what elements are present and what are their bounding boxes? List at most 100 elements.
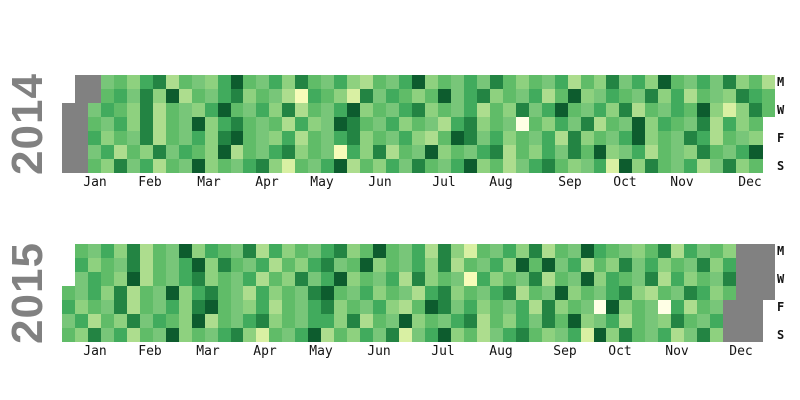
day-cell — [671, 131, 685, 145]
month-label-mar: Mar — [197, 175, 221, 190]
day-cell — [567, 131, 582, 145]
day-cell — [489, 117, 504, 131]
day-cell — [528, 89, 543, 103]
day-cell — [645, 103, 659, 117]
day-cell — [360, 244, 374, 258]
month-label-jul: Jul — [431, 344, 455, 359]
day-cell — [74, 258, 89, 272]
day-cell — [502, 244, 517, 258]
day-cell — [632, 300, 646, 314]
day-cell — [165, 314, 180, 328]
day-cell — [204, 300, 219, 314]
day-cell — [658, 145, 672, 159]
day-cell — [126, 244, 141, 258]
day-cell — [126, 286, 141, 300]
filler-cell — [749, 328, 763, 342]
day-cell — [360, 328, 374, 342]
day-cell — [256, 244, 270, 258]
day-cell — [256, 103, 270, 117]
day-cell — [347, 314, 361, 328]
day-cell — [580, 159, 594, 173]
day-cell — [373, 258, 387, 272]
day-cell — [386, 103, 400, 117]
day-cell — [424, 300, 439, 314]
month-label-feb: Feb — [138, 344, 162, 359]
day-cell — [463, 145, 478, 159]
day-cell — [74, 300, 89, 314]
weekday-label-w: W — [777, 272, 785, 286]
day-cell — [723, 103, 737, 117]
day-cell — [502, 117, 517, 131]
day-cell — [658, 258, 672, 272]
day-cell — [295, 300, 309, 314]
day-cell — [463, 258, 478, 272]
day-cell — [658, 314, 672, 328]
day-cell — [593, 117, 607, 131]
day-cell — [541, 75, 556, 89]
month-label-apr: Apr — [255, 175, 279, 190]
day-cell — [217, 131, 232, 145]
day-cell — [191, 75, 206, 89]
month-label-jan: Jan — [83, 175, 107, 190]
day-cell — [684, 286, 698, 300]
day-cell — [321, 300, 335, 314]
day-cell — [113, 328, 128, 342]
day-cell — [450, 89, 465, 103]
day-cell — [476, 159, 491, 173]
day-cell — [191, 328, 206, 342]
day-cell — [373, 89, 387, 103]
day-cell — [386, 314, 400, 328]
day-cell — [113, 314, 128, 328]
day-cell — [139, 89, 154, 103]
day-cell — [230, 328, 244, 342]
day-cell — [515, 145, 530, 159]
day-cell — [437, 272, 452, 286]
day-cell — [541, 272, 556, 286]
day-cell — [308, 300, 322, 314]
month-label-oct: Oct — [608, 344, 632, 359]
day-cell — [178, 159, 193, 173]
day-cell — [308, 89, 322, 103]
day-cell — [334, 89, 348, 103]
filler-cell — [723, 300, 737, 314]
day-cell — [463, 286, 478, 300]
day-cell — [256, 272, 270, 286]
day-cell — [593, 131, 607, 145]
day-cell — [165, 103, 180, 117]
day-cell — [152, 131, 167, 145]
day-cell — [424, 75, 439, 89]
day-cell — [736, 89, 750, 103]
day-cell — [321, 328, 335, 342]
day-cell — [152, 328, 167, 342]
day-cell — [321, 145, 335, 159]
day-cell — [450, 159, 465, 173]
day-cell — [528, 286, 543, 300]
day-cell — [399, 75, 413, 89]
day-cell — [710, 159, 724, 173]
day-cell — [87, 272, 102, 286]
day-cell — [139, 159, 154, 173]
day-cell — [373, 272, 387, 286]
day-cell — [606, 286, 620, 300]
day-cell — [502, 145, 517, 159]
day-cell — [100, 286, 115, 300]
day-cell — [567, 103, 582, 117]
day-cell — [139, 75, 154, 89]
day-cell — [450, 314, 465, 328]
day-cell — [671, 300, 685, 314]
day-cell — [450, 131, 465, 145]
day-cell — [580, 117, 594, 131]
day-cell — [373, 117, 387, 131]
day-cell — [178, 328, 193, 342]
day-cell — [295, 328, 309, 342]
day-cell — [632, 131, 646, 145]
day-cell — [243, 258, 257, 272]
day-cell — [489, 131, 504, 145]
day-cell — [671, 314, 685, 328]
day-cell — [204, 159, 219, 173]
day-cell — [554, 117, 569, 131]
day-cell — [424, 89, 439, 103]
day-cell — [74, 244, 89, 258]
day-cell — [476, 300, 491, 314]
day-cell — [334, 244, 348, 258]
